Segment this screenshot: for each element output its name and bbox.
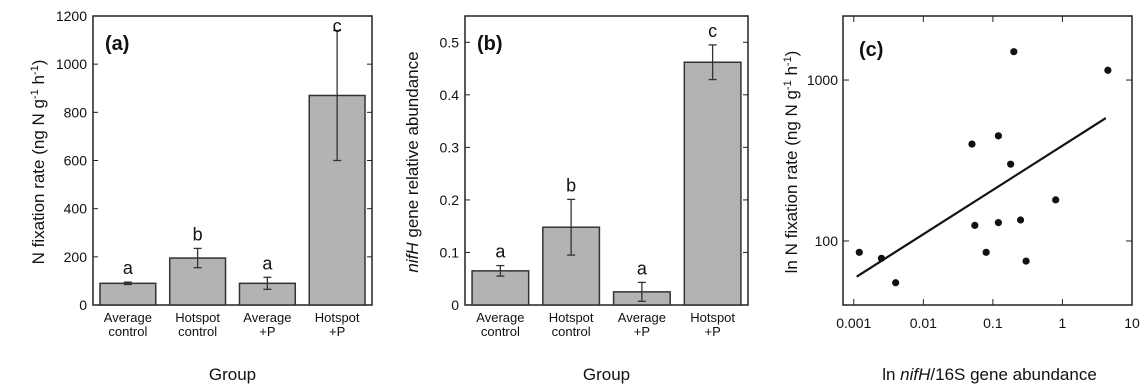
category-label: +P	[704, 324, 720, 339]
y-tick-label: 0.5	[440, 34, 460, 50]
scatter-point	[1052, 196, 1060, 204]
y-tick-label: 0	[451, 297, 459, 313]
scatter-point	[892, 279, 900, 287]
y-tick-label: 200	[64, 249, 88, 265]
category-label: Hotspot	[315, 310, 360, 325]
panel-label: (b)	[477, 33, 503, 55]
scatter-point	[994, 219, 1002, 227]
x-axis-title-c: ln nifH/16S gene abundance	[882, 365, 1097, 384]
category-label: Average	[104, 310, 152, 325]
bar	[683, 61, 742, 306]
y-axis-title-b: nifH gene relative abundance	[403, 51, 422, 272]
x-tick-label: 1	[1059, 315, 1067, 331]
category-label: Average	[476, 310, 524, 325]
fit-line	[856, 117, 1107, 278]
significance-label: a	[637, 258, 648, 278]
y-axis-title-c: ln N fixation rate (ng N g-1 h-1)	[782, 51, 801, 274]
y-tick-label: 1000	[56, 56, 87, 72]
scatter-point	[968, 140, 976, 148]
scatter-point	[855, 248, 863, 256]
y-tick-label: 0.2	[440, 192, 460, 208]
significance-label: a	[495, 242, 506, 262]
category-label: +P	[259, 324, 275, 339]
panel-label: (c)	[859, 39, 883, 61]
category-label: control	[481, 324, 520, 339]
scatter-point	[971, 221, 979, 229]
category-label: Average	[243, 310, 291, 325]
y-axis-title-a: N fixation rate (ng N g-1 h-1)	[29, 60, 48, 265]
category-label: Hotspot	[690, 310, 735, 325]
x-tick-label: 0.01	[910, 315, 937, 331]
category-label: control	[108, 324, 147, 339]
x-tick-label: 0.001	[836, 315, 871, 331]
x-tick-label: 10	[1124, 315, 1140, 331]
panel-a: 020040060080010001200aAveragecontrolbHot…	[56, 8, 373, 384]
scatter-point	[1010, 48, 1018, 56]
bar	[99, 282, 157, 306]
category-label: +P	[329, 324, 345, 339]
y-tick-label: 100	[815, 233, 839, 249]
scatter-point	[1007, 160, 1015, 168]
significance-label: a	[262, 253, 273, 273]
significance-label: a	[123, 258, 134, 278]
category-label: control	[178, 324, 217, 339]
panel-c: 0.001 0.01 0.1 1 10 100 1000 (c)	[807, 15, 1140, 331]
panel-b: 00.10.20.30.40.5aAveragecontrolbHotspotc…	[440, 15, 749, 384]
y-tick-label: 400	[64, 201, 88, 217]
x-tick-label: 0.1	[983, 315, 1003, 331]
category-label: Hotspot	[549, 310, 594, 325]
y-tick-label: 0.3	[440, 139, 460, 155]
y-tick-label: 600	[64, 153, 88, 169]
scatter-point	[994, 132, 1002, 140]
y-tick-label: 0.4	[440, 87, 460, 103]
y-tick-label: 1000	[807, 72, 838, 88]
plot-frame	[464, 15, 749, 306]
scatter-point	[982, 248, 990, 256]
y-tick-label: 0.1	[440, 244, 460, 260]
y-tick-label: 1200	[56, 8, 87, 24]
panel-label: (a)	[105, 33, 129, 55]
category-label: +P	[634, 324, 650, 339]
x-axis-title: Group	[209, 365, 256, 384]
y-tick-label: 800	[64, 104, 88, 120]
category-label: control	[552, 324, 591, 339]
significance-label: b	[193, 224, 203, 244]
scatter-point	[1016, 216, 1025, 224]
category-label: Average	[618, 310, 666, 325]
scatter-point	[1104, 66, 1112, 74]
y-tick-label: 0	[79, 297, 87, 313]
plot-frame	[842, 15, 1133, 306]
scatter-point	[1022, 257, 1030, 265]
x-axis-title: Group	[583, 365, 630, 384]
significance-label: c	[333, 16, 342, 36]
significance-label: c	[708, 21, 717, 41]
significance-label: b	[566, 175, 576, 195]
scatter-point	[877, 254, 886, 262]
category-label: Hotspot	[175, 310, 220, 325]
